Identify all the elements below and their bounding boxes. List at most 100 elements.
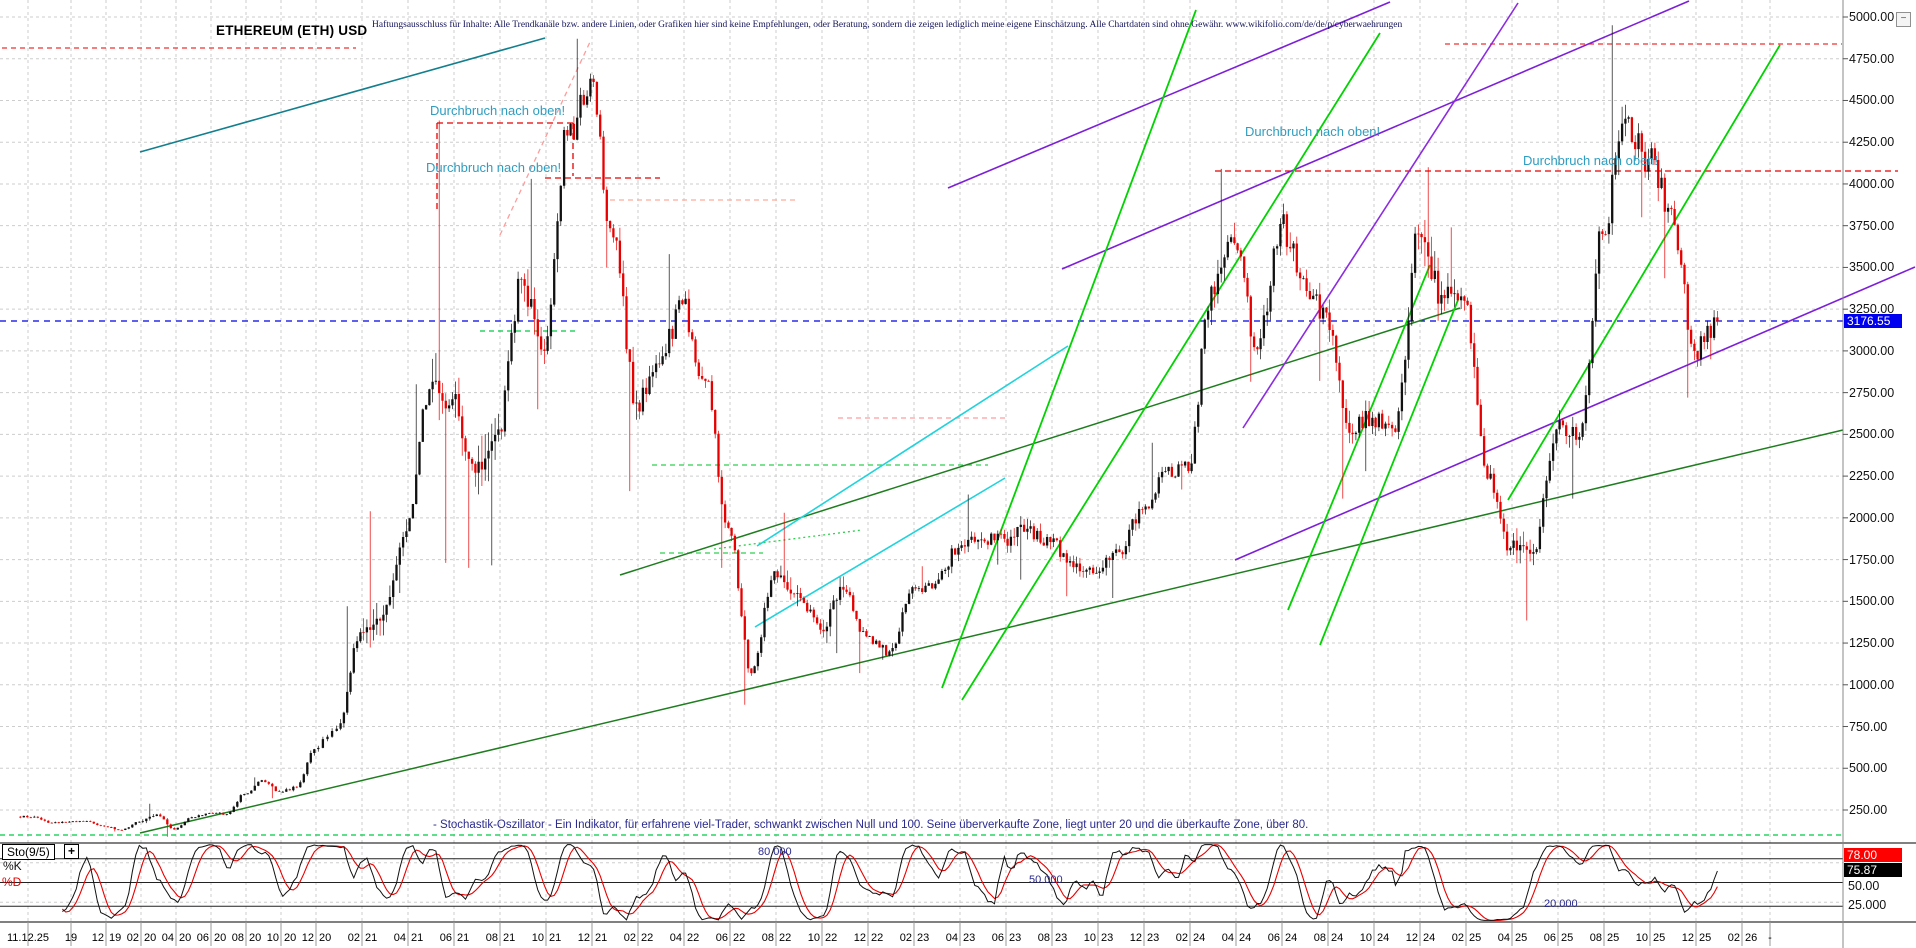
date-axis-label-year: 23 xyxy=(1009,932,1022,944)
date-axis-label-year: 24 xyxy=(1285,932,1298,944)
date-axis-label-month: 08 xyxy=(485,932,498,944)
date-axis-label-month: 08 xyxy=(1313,932,1326,944)
dashed-level-lines xyxy=(0,41,1898,836)
date-axis-label-year: 20 xyxy=(144,932,157,944)
percent-k-label: %K xyxy=(3,859,22,873)
date-axis-label-year: 21 xyxy=(457,932,470,944)
price-axis-label: 4000.00 xyxy=(1849,176,1895,191)
oscillator-name-box[interactable]: Sto(9/5) xyxy=(2,844,55,860)
current-price-tag: 3176.55 xyxy=(1844,314,1902,328)
date-axis-label-year: 21 xyxy=(595,932,608,944)
date-axis-label-month: 10 xyxy=(531,932,544,944)
oscillator-d-value-tag: 78.00 xyxy=(1844,848,1902,862)
date-axis-label: - xyxy=(1768,932,1772,944)
date-axis-label-month: 04 xyxy=(1221,932,1234,944)
date-axis-label-month: 12 xyxy=(301,932,314,944)
date-axis-label-month: 04 xyxy=(1497,932,1510,944)
price-axis-label: 2500.00 xyxy=(1849,427,1895,442)
date-axis-label-month: 12 xyxy=(1681,932,1694,944)
breakout-annotation: Durchbruch nach oben! xyxy=(1245,124,1381,139)
date-axis-label-year: 23 xyxy=(917,932,930,944)
date-axis-label-month: 02 xyxy=(126,932,139,944)
gridlines xyxy=(0,0,1843,922)
date-axis-label-year: 23 xyxy=(1055,932,1068,944)
date-axis-label-month: 08 xyxy=(761,932,774,944)
date-axis-label-year: 23 xyxy=(963,932,976,944)
date-axis-label-year: 26 xyxy=(1745,932,1758,944)
trend-lines[interactable] xyxy=(139,0,1916,834)
date-axis-label: 19 xyxy=(64,932,78,944)
date-axis-label-month: 04 xyxy=(161,932,174,944)
date-axis-label-year: 25 xyxy=(1561,932,1574,944)
price-axis-label: 2000.00 xyxy=(1849,510,1895,525)
date-axis-label-month: 02 xyxy=(1451,932,1464,944)
date-axis-label-year: 20 xyxy=(179,932,192,944)
date-axis-label-year: 21 xyxy=(503,932,516,944)
candlesticks xyxy=(19,25,1719,837)
date-axis-label-year: 22 xyxy=(825,932,838,944)
price-axis-label: 500.00 xyxy=(1849,761,1888,776)
date-axis-label-year: 24 xyxy=(1193,932,1206,944)
date-axis-label-year: 24 xyxy=(1331,932,1344,944)
price-axis-label: 3500.00 xyxy=(1849,260,1895,275)
date-axis-label-year: 20 xyxy=(319,932,332,944)
date-axis-label-month: 10 xyxy=(807,932,820,944)
price-axis-label: 1250.00 xyxy=(1849,636,1895,651)
price-axis-label: 4500.00 xyxy=(1849,93,1895,108)
date-axis-label-year: 21 xyxy=(411,932,424,944)
price-axis-label: 1750.00 xyxy=(1849,552,1895,567)
price-axis-label: 3000.00 xyxy=(1849,343,1895,358)
date-axis-label-year: 25 xyxy=(1607,932,1620,944)
date-axis-label-month: 10 xyxy=(1359,932,1372,944)
date-axis-label-month: 10 xyxy=(266,932,279,944)
date-axis-label-month: 12 xyxy=(1129,932,1142,944)
date-axis-label-year: 24 xyxy=(1423,932,1436,944)
price-axis-label: 250.00 xyxy=(1849,802,1888,817)
date-axis-label-month: 10 xyxy=(1083,932,1096,944)
date-axis-label-year: 20 xyxy=(284,932,297,944)
price-axis-label: 5000.00 xyxy=(1849,10,1895,24)
date-axis-label: 11.12.25 xyxy=(6,932,49,944)
page-title: ETHEREUM (ETH) USD xyxy=(216,23,368,38)
date-axis-label-year: 25 xyxy=(1653,932,1666,944)
add-indicator-button[interactable]: + xyxy=(64,844,79,859)
date-axis-label-year: 22 xyxy=(641,932,654,944)
date-axis-label-month: 06 xyxy=(991,932,1004,944)
price-axis-label: 3250.00 xyxy=(1849,302,1895,317)
oscillator-level-label-80: 80.000 xyxy=(758,846,792,858)
date-axis-label-month: 08 xyxy=(1589,932,1602,944)
disclaimer-url[interactable]: www.wikifolio.com/de/de/p/cyberwaehrunge… xyxy=(1225,20,1403,30)
price-axis-label: 2250.00 xyxy=(1849,469,1895,484)
date-axis-label-year: 25 xyxy=(1699,932,1712,944)
percent-d-label: %D xyxy=(2,875,22,889)
oscillator-k-value-tag: 75.87 xyxy=(1844,863,1902,877)
date-axis-label-year: 22 xyxy=(779,932,792,944)
date-axis-label-month: 06 xyxy=(439,932,452,944)
date-axis-label-month: 04 xyxy=(669,932,682,944)
date-axis-label-month: 04 xyxy=(945,932,958,944)
price-axis-label: 4750.00 xyxy=(1849,51,1895,66)
stochastic-series xyxy=(0,844,1843,921)
date-axis-label-year: 24 xyxy=(1377,932,1390,944)
date-axis-label-year: 21 xyxy=(365,932,378,944)
date-axis-label-month: 12 xyxy=(853,932,866,944)
date-axis-label-year: 22 xyxy=(733,932,746,944)
price-axis-label: 750.00 xyxy=(1849,719,1888,734)
price-axis-label: 1500.00 xyxy=(1849,594,1895,609)
date-axis-label-month: 04 xyxy=(393,932,406,944)
breakout-annotation: Durchbruch nach oben! xyxy=(1523,153,1659,168)
date-axis-label-month: 02 xyxy=(899,932,912,944)
disclaimer-body: Haftungsausschluss für Inhalte: Alle Tre… xyxy=(372,20,1224,30)
date-axis-label-year: 25 xyxy=(1515,932,1528,944)
breakout-annotation: Durchbruch nach oben! xyxy=(430,103,566,118)
date-axis-label-year: 20 xyxy=(214,932,227,944)
date-axis-label-month: 02 xyxy=(1727,932,1740,944)
date-axis-label-year: 23 xyxy=(1101,932,1114,944)
price-axis-label: 4250.00 xyxy=(1849,135,1895,150)
date-axis-label-year: 22 xyxy=(687,932,700,944)
price-axis-label: 3750.00 xyxy=(1849,218,1895,233)
breakout-annotation: Durchbruch nach oben! xyxy=(426,160,562,175)
date-axis-label-year: 21 xyxy=(549,932,562,944)
collapse-panel-icon[interactable]: − xyxy=(1896,12,1911,27)
